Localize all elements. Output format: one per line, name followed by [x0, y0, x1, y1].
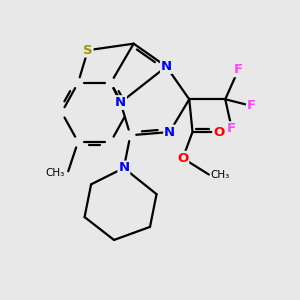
Text: CH₃: CH₃	[46, 168, 65, 178]
Text: F: F	[247, 99, 256, 112]
Text: N: N	[164, 125, 175, 139]
Text: N: N	[118, 161, 129, 175]
Text: CH₃: CH₃	[211, 169, 230, 179]
Text: F: F	[234, 63, 243, 76]
Text: N: N	[161, 60, 172, 73]
Text: O: O	[177, 152, 188, 165]
Text: N: N	[115, 96, 126, 109]
Text: O: O	[213, 125, 224, 139]
Text: F: F	[227, 122, 236, 135]
Text: S: S	[83, 44, 93, 57]
